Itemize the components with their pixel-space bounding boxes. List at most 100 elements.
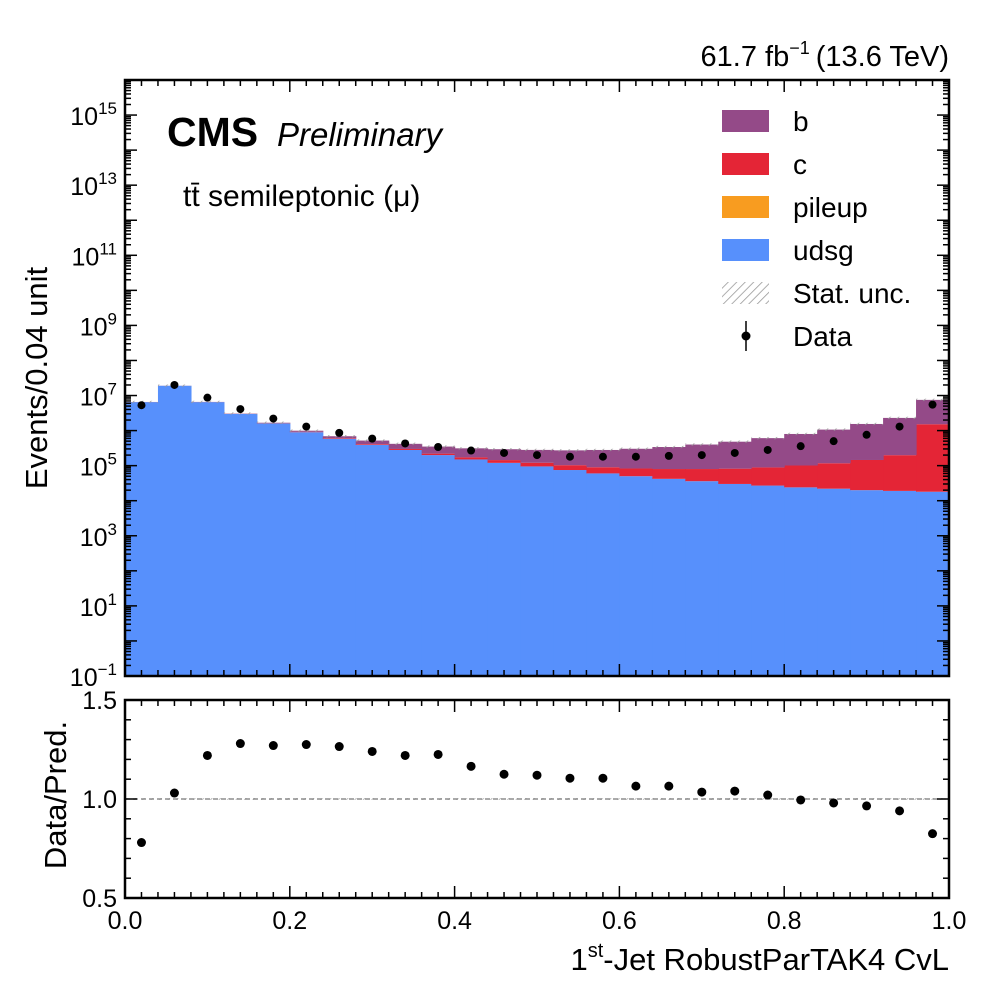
stat-unc-bin-23 — [883, 416, 917, 420]
ratio-points — [136, 739, 938, 848]
legend-label: Data — [793, 321, 853, 352]
bar-udsg-22 — [850, 490, 884, 676]
luminosity-label: 61.7 fb−1 (13.6 TeV) — [701, 38, 949, 73]
data-point-22 — [862, 430, 871, 439]
top-y-axis-title: Events/0.04 unit — [19, 266, 54, 489]
data-point-11 — [500, 448, 509, 457]
ratio-point-1 — [169, 788, 179, 798]
ratio-point-18 — [730, 786, 740, 796]
top-panel-frame — [123, 78, 951, 678]
top-y-tick-label: 103 — [80, 520, 117, 552]
top-y-tick-label: 109 — [80, 309, 117, 341]
stat-unc-bin-20 — [784, 432, 818, 436]
data-point-17 — [697, 451, 706, 460]
channel-label: tt̄ semileptonic (μ) — [183, 180, 420, 213]
x-tick-label: 0.6 — [602, 907, 637, 935]
bar-c-14 — [586, 467, 620, 474]
stat-unc-bin-22 — [850, 422, 884, 426]
ratio-point-19 — [763, 790, 773, 800]
bar-udsg-11 — [487, 462, 522, 676]
data-point-9 — [434, 443, 443, 452]
ratio-unc-bin-5 — [289, 798, 323, 800]
ratio-point-14 — [598, 773, 608, 783]
top-y-tick-label: 1013 — [70, 169, 117, 201]
bar-c-8 — [388, 448, 423, 450]
bar-udsg-7 — [355, 444, 390, 676]
bar-c-18 — [718, 468, 752, 484]
data-point-10 — [467, 446, 476, 455]
bar-udsg-18 — [718, 483, 752, 676]
stat-unc-bin-24 — [916, 398, 949, 402]
ratio-unc-bin-6 — [322, 798, 356, 800]
x-tick-label: 0.4 — [437, 907, 472, 935]
ratio-point-20 — [796, 795, 806, 805]
bar-udsg-24 — [916, 491, 949, 676]
top-y-tick-label: 1015 — [70, 99, 117, 131]
bar-udsg-3 — [223, 413, 258, 676]
ratio-point-13 — [565, 773, 575, 783]
ratio-point-8 — [400, 750, 410, 760]
data-point-2 — [203, 393, 212, 402]
data-point-19 — [763, 445, 772, 454]
data-point-6 — [335, 428, 344, 437]
ratio-point-5 — [301, 740, 311, 750]
data-point-8 — [401, 439, 410, 448]
status-label: Preliminary — [277, 116, 445, 153]
stat-unc-bin-3 — [223, 412, 257, 415]
bar-c-15 — [619, 468, 653, 477]
bar-c-10 — [454, 457, 489, 460]
ratio-axes: 0.5 1.0 1.5 0.0 0.2 0.4 0.6 0.8 1.0 — [82, 687, 966, 935]
ratio-point-24 — [928, 829, 938, 839]
bar-udsg-21 — [817, 488, 851, 676]
ratio-unc-bin-22 — [850, 798, 884, 800]
bar-c-12 — [520, 462, 555, 467]
stat-unc-bin-21 — [817, 428, 851, 431]
ratio-point-21 — [829, 798, 839, 808]
legend-swatch-udsg — [722, 239, 769, 261]
bar-c-13 — [553, 465, 588, 471]
data-point-20 — [796, 442, 805, 451]
bar-udsg-19 — [751, 485, 785, 676]
bar-udsg-2 — [190, 402, 225, 676]
bar-udsg-6 — [322, 438, 357, 676]
bar-c-21 — [817, 463, 851, 489]
legend-label: pileup — [793, 192, 868, 223]
bar-udsg-12 — [520, 466, 555, 676]
data-points — [137, 380, 937, 461]
bar-c-9 — [421, 453, 456, 456]
bar-c-19 — [751, 467, 785, 486]
ratio-point-2 — [202, 750, 212, 760]
x-tick-label: 1.0 — [932, 907, 967, 935]
bar-udsg-16 — [652, 478, 686, 676]
bar-c-17 — [685, 469, 719, 482]
bar-c-22 — [850, 459, 884, 491]
bar-udsg-15 — [619, 476, 653, 676]
ratio-point-6 — [334, 742, 344, 752]
data-point-18 — [730, 448, 739, 457]
ratio-point-0 — [136, 838, 146, 848]
stat-unc-bin-4 — [256, 421, 290, 424]
x-axis-title: 1st-Jet RobustParTAK4 CvL — [570, 940, 949, 977]
data-point-3 — [236, 405, 245, 414]
bar-b-22 — [850, 423, 884, 460]
data-point-24 — [928, 400, 937, 409]
bar-b-21 — [817, 429, 851, 464]
ratio-y-tick-label: 1.0 — [82, 786, 117, 814]
bar-udsg-17 — [685, 481, 719, 676]
stat-unc-bin-16 — [652, 445, 686, 449]
ratio-point-4 — [268, 741, 278, 751]
stacked-histogram — [125, 385, 949, 676]
bar-udsg-1 — [157, 385, 192, 676]
bar-udsg-10 — [454, 459, 489, 676]
ratio-point-11 — [499, 769, 509, 779]
stat-unc-bin-2 — [190, 400, 224, 404]
data-point-7 — [368, 434, 377, 443]
ratio-y-tick-label: 1.5 — [82, 687, 117, 715]
ratio-point-12 — [532, 770, 542, 780]
ratio-point-7 — [367, 746, 377, 756]
ratio-y-tick-label: 0.5 — [82, 885, 117, 913]
bar-c-20 — [784, 465, 818, 488]
stat-unc-bin-15 — [619, 447, 653, 450]
ratio-unc-bin-23 — [883, 798, 917, 800]
